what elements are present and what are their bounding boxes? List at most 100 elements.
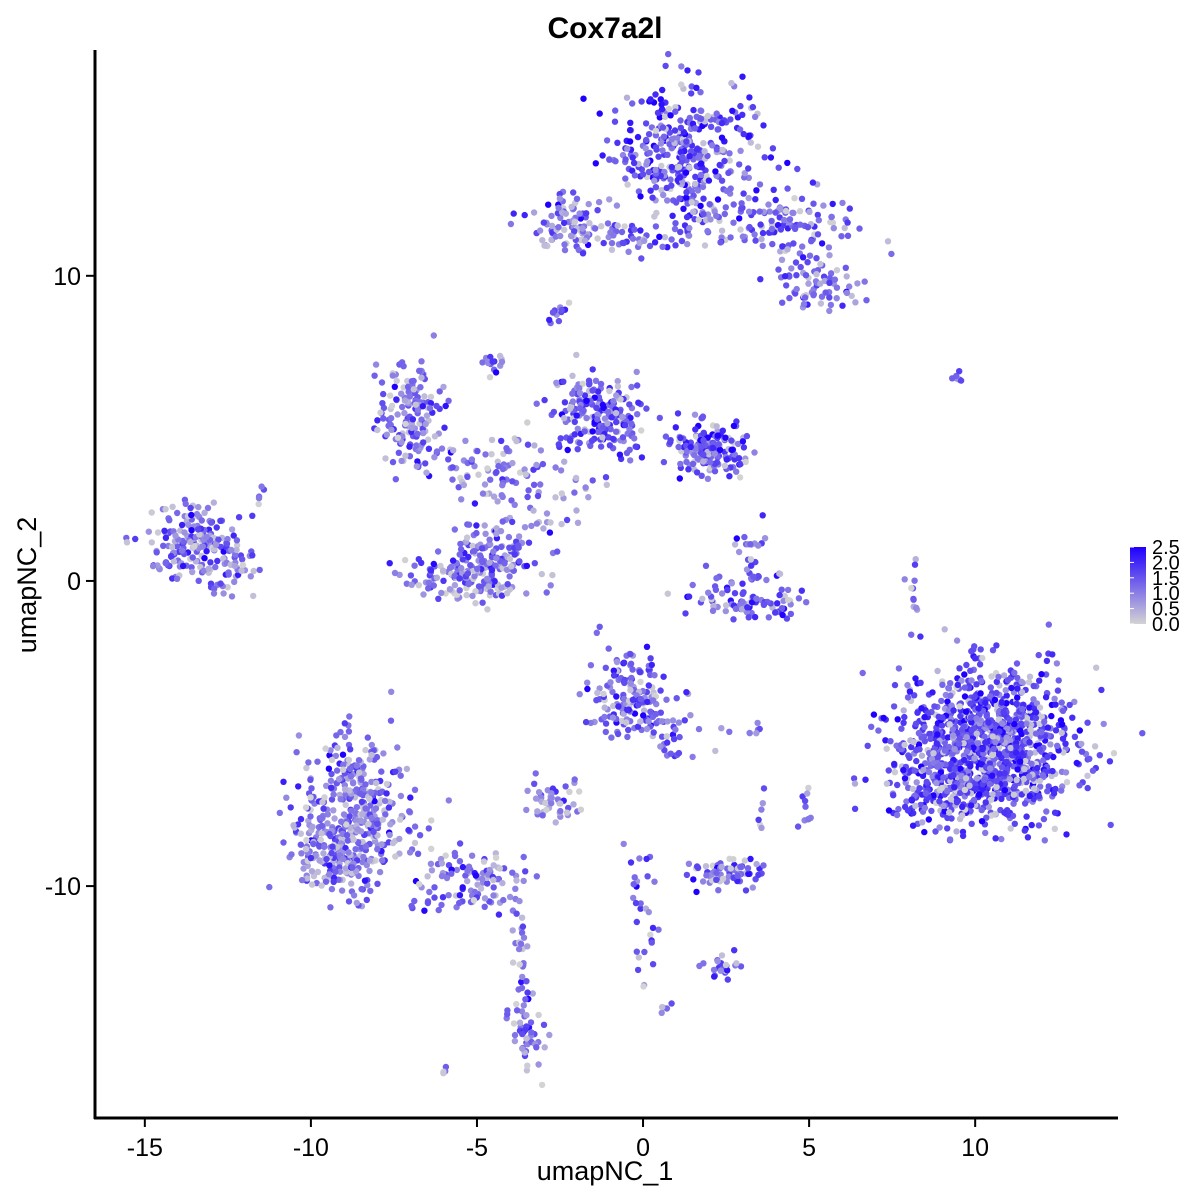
cell-point (1139, 730, 1146, 737)
cell-point (426, 405, 434, 412)
cell-point (509, 869, 516, 876)
cell-point (148, 539, 155, 546)
cell-point (594, 689, 601, 697)
cell-point (366, 867, 373, 875)
cell-point (751, 231, 758, 238)
cell-point (204, 504, 212, 512)
cell-point (961, 693, 969, 700)
cell-point (768, 225, 776, 233)
cell-point (383, 431, 390, 438)
cell-point (347, 807, 355, 814)
cell-point (627, 686, 634, 694)
cell-point (378, 841, 385, 848)
cell-point (718, 725, 725, 732)
cell-point (673, 695, 680, 702)
cell-point (833, 267, 841, 274)
cell-point (382, 455, 389, 462)
cell-point (513, 877, 520, 884)
y-tick-label: 10 (53, 263, 81, 291)
cell-point (638, 255, 645, 262)
cell-point (1044, 788, 1051, 795)
cell-point (532, 770, 539, 777)
cell-point (523, 590, 530, 597)
cell-point (967, 700, 974, 707)
cell-point (557, 800, 564, 807)
cell-point (621, 223, 628, 230)
cell-point (716, 446, 724, 453)
cell-point (238, 567, 245, 574)
cell-point (938, 697, 945, 705)
cell-point (699, 878, 707, 885)
cell-point (607, 426, 614, 433)
cell-point (658, 718, 665, 725)
cell-point (951, 784, 958, 791)
cell-point (677, 124, 685, 131)
cell-point (642, 145, 649, 152)
y-tick-label: -10 (45, 873, 81, 901)
cell-point (148, 509, 155, 516)
cell-point (503, 590, 511, 597)
cell-point (664, 244, 671, 251)
cell-point (1042, 694, 1050, 701)
cell-point (637, 193, 644, 200)
cell-point (468, 852, 476, 859)
cell-point (658, 1003, 666, 1011)
cell-point (629, 696, 637, 703)
cell-point (495, 911, 503, 918)
cell-point (731, 541, 739, 548)
cell-point (931, 703, 938, 710)
cell-point (727, 116, 734, 123)
cell-point (1027, 750, 1034, 757)
cell-point (357, 775, 365, 782)
cell-point (464, 867, 471, 874)
cell-point (607, 679, 614, 686)
cell-point (398, 457, 405, 465)
cell-point (784, 586, 792, 594)
cell-point (676, 733, 683, 741)
cell-point (608, 246, 616, 253)
cell-point (573, 507, 580, 514)
cell-point (697, 202, 704, 210)
cell-point (217, 517, 224, 524)
cell-point (449, 464, 456, 471)
cell-point (798, 195, 806, 202)
cell-point (522, 996, 529, 1003)
cell-point (353, 762, 360, 769)
cell-point (489, 358, 496, 365)
cell-point (713, 575, 720, 582)
cell-point (220, 590, 227, 597)
cell-point (693, 146, 701, 153)
cell-point (535, 1061, 542, 1068)
cell-point (667, 750, 674, 757)
cell-point (566, 405, 574, 412)
cell-point (530, 209, 538, 216)
cell-point (944, 698, 951, 705)
cell-point (328, 756, 336, 764)
cell-point (947, 680, 954, 687)
cell-point (620, 659, 628, 666)
cell-point (718, 863, 725, 870)
cell-point (168, 543, 176, 551)
cell-point (660, 673, 667, 680)
cell-point (882, 737, 889, 744)
cell-point (635, 954, 642, 961)
cell-point (693, 888, 700, 896)
cell-point (971, 693, 978, 700)
cell-point (760, 600, 768, 608)
cell-point (1010, 791, 1018, 798)
cell-point (792, 259, 800, 266)
cell-point (440, 383, 447, 391)
cell-point (992, 739, 999, 746)
cell-point (813, 271, 820, 278)
cell-point (420, 429, 427, 437)
cell-point (663, 733, 670, 740)
cell-point (492, 854, 500, 861)
cell-point (569, 372, 576, 379)
cell-point (487, 541, 494, 548)
cell-point (961, 671, 968, 678)
cell-point (956, 703, 963, 710)
cell-point (700, 211, 707, 218)
cell-point (604, 420, 611, 427)
cell-point (923, 778, 930, 786)
cell-point (691, 411, 699, 418)
